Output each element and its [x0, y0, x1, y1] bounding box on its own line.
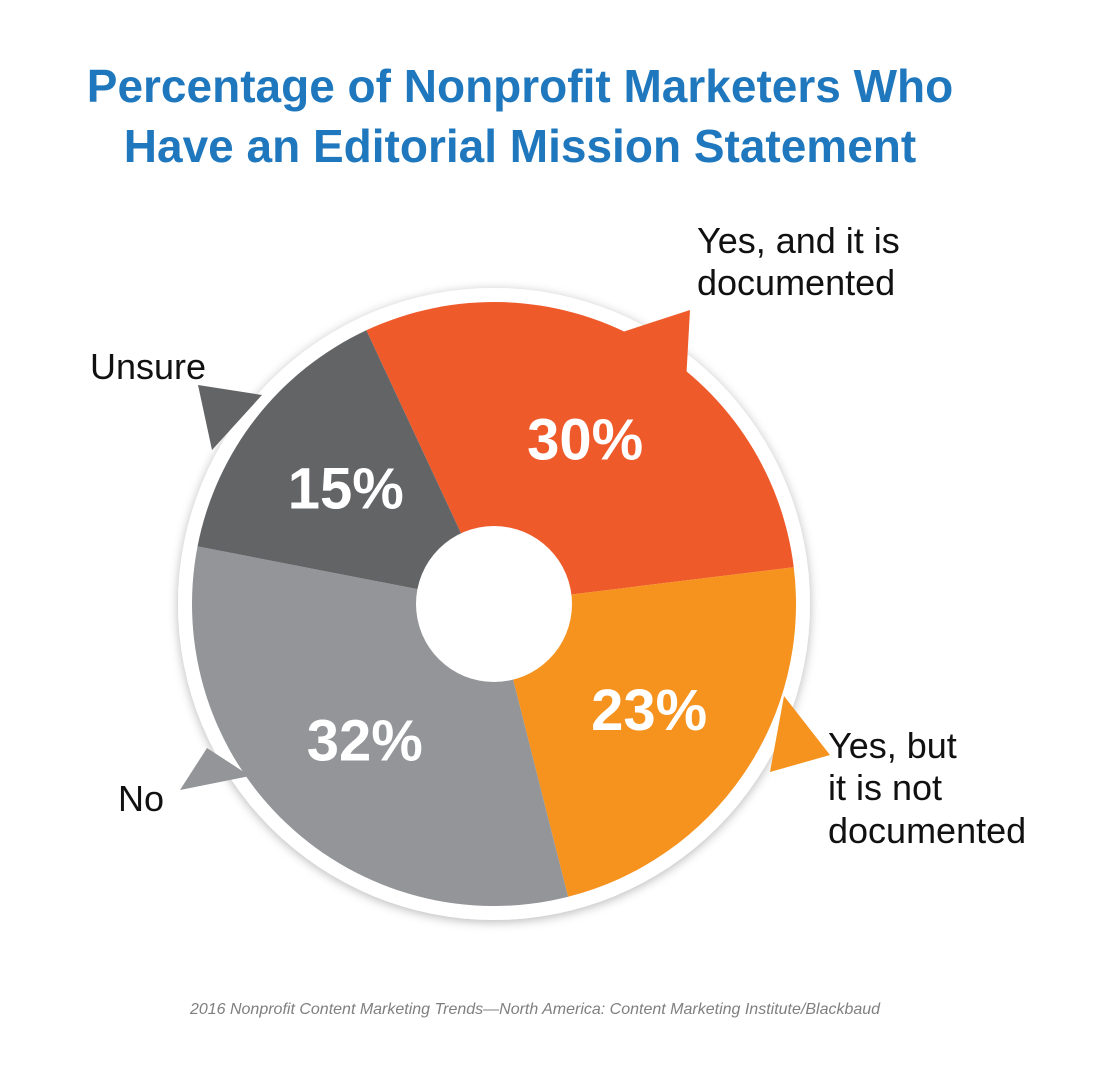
value-label-yes-but-it-is-not-documented: 23%: [591, 678, 707, 743]
slice-yes-but-it-is-not-documented: [494, 567, 796, 897]
chart-title-line-1: Percentage of Nonprofit Marketers Who: [86, 60, 954, 112]
chart-title-line-2: Have an Editorial Mission Statement: [123, 120, 917, 172]
category-label-yes-but-it-is-not-documented-line-3: documented: [828, 810, 1026, 851]
value-label-yes-and-it-is-documented: 30%: [527, 408, 643, 473]
category-label-unsure-line-1: Unsure: [90, 346, 206, 387]
slice-unsure: [197, 330, 494, 604]
category-label-yes-and-it-is-documented-line-2: documented: [697, 262, 895, 303]
source-note: 2016 Nonprofit Content Marketing Trends—…: [189, 1001, 881, 1018]
category-label-yes-but-it-is-not-documented-line-2: it is not: [828, 767, 942, 808]
slice-callout-yes-but-it-is-not-documented: [770, 696, 830, 772]
value-label-no: 32%: [307, 709, 423, 774]
chart-value-labels: 30% 23% 32% 15%: [288, 408, 707, 774]
chart-title: Percentage of Nonprofit Marketers Who Ha…: [0, 56, 1040, 176]
chart-slices: [180, 302, 830, 906]
category-label-yes-but-it-is-not-documented-line-1: Yes, but: [828, 725, 957, 766]
slice-yes-and-it-is-documented: [366, 302, 794, 604]
category-label-no-line-1: No: [118, 778, 164, 819]
donut-hole: [416, 526, 572, 682]
slice-callout-unsure: [198, 385, 262, 450]
value-label-unsure: 15%: [288, 456, 404, 521]
slice-callout-no: [180, 748, 250, 790]
category-label-yes-and-it-is-documented-line-1: Yes, and it is: [697, 220, 900, 261]
